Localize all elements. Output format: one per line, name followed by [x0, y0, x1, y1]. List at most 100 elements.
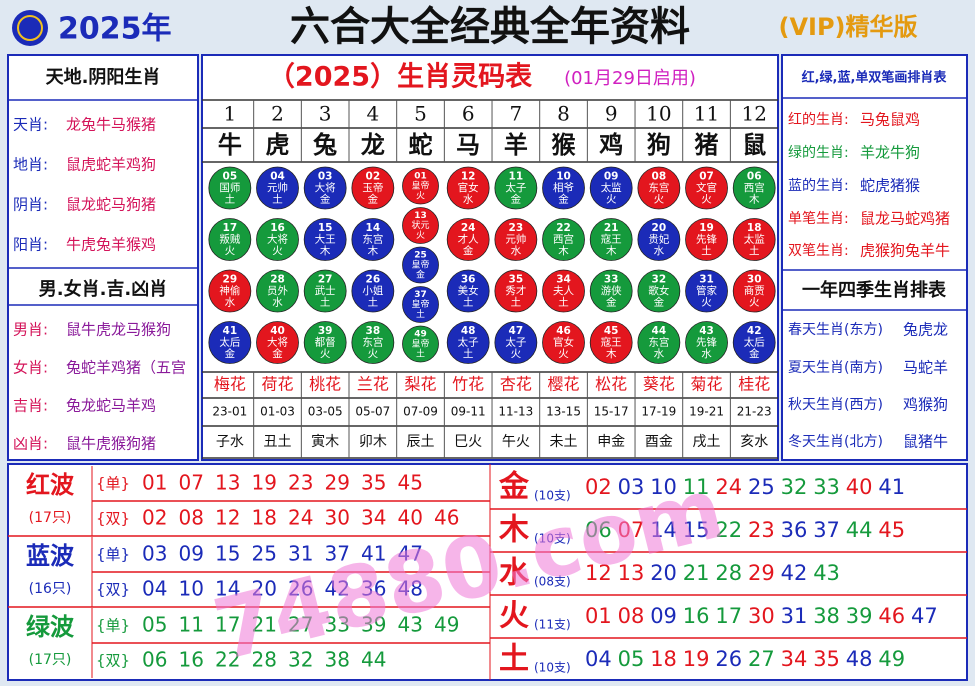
element-name: 土 — [499, 642, 529, 677]
ball — [494, 321, 538, 364]
row-value: 鼠牛虎龙马猴狗 — [66, 321, 171, 339]
element-number: 41 — [878, 475, 905, 499]
row-label: 阴肖: — [13, 196, 48, 214]
row-label: 春天生肖(东方) — [788, 322, 883, 338]
ball — [402, 246, 439, 284]
wave-number: 24 — [288, 506, 313, 530]
ball-number: 24 — [461, 222, 476, 234]
element-count: (10支) — [534, 661, 571, 675]
ball — [542, 218, 585, 261]
ball-name: 东宫 — [362, 233, 383, 246]
element-number: 36 — [781, 518, 808, 542]
element-number: 26 — [715, 647, 742, 671]
element-name: 金 — [498, 470, 530, 505]
ball-element: 木 — [749, 194, 760, 206]
wave-number: 07 — [179, 471, 204, 495]
ball-name: 东宫 — [648, 336, 669, 349]
wave-number: 48 — [398, 577, 423, 601]
element-number: 38 — [813, 604, 840, 628]
ball-element: 土 — [416, 308, 425, 320]
ball-number: 38 — [366, 325, 381, 337]
branch-element: 丑土 — [264, 434, 292, 450]
ball-element: 金 — [463, 244, 474, 257]
ball — [637, 321, 681, 364]
ball — [637, 269, 681, 313]
wave-number: 08 — [179, 506, 204, 530]
element-number: 28 — [715, 561, 742, 585]
ball-number: 27 — [318, 273, 333, 285]
element-number: 10 — [650, 475, 677, 499]
ball-element: 火 — [368, 348, 379, 360]
column-number: 4 — [366, 102, 379, 126]
element-number: 48 — [846, 647, 873, 671]
ball-number: 15 — [318, 222, 333, 234]
row-label: 地肖: — [13, 156, 48, 174]
zodiac: 牛 — [218, 131, 242, 159]
ball — [208, 269, 252, 313]
ball — [446, 321, 490, 364]
row-value: 鼠猪牛 — [903, 433, 948, 451]
wave-number: 16 — [179, 648, 204, 672]
ball-number: 08 — [652, 170, 667, 182]
ball-name: 武士 — [315, 284, 336, 297]
element-number: 14 — [650, 518, 677, 542]
column-number: 1 — [223, 102, 236, 126]
row-value: 兔虎龙 — [903, 321, 948, 339]
wave-number: 15 — [215, 542, 240, 566]
ball-element: 火 — [558, 348, 569, 360]
ball — [303, 269, 347, 313]
ball — [637, 218, 681, 261]
ball-name: 大王 — [315, 233, 336, 246]
row-value: 鸡猴狗 — [903, 396, 948, 414]
ball-element: 火 — [416, 230, 425, 241]
ball-number: 32 — [652, 273, 667, 285]
ball-element: 土 — [701, 244, 712, 257]
badge: (VIP)精华版 — [778, 13, 917, 41]
ball — [494, 218, 538, 261]
ball — [303, 321, 347, 364]
branch-element: 卯木 — [359, 434, 387, 450]
ball-name: 寇王 — [601, 336, 622, 349]
row-value: 鼠龙马蛇鸡猪 — [860, 210, 950, 228]
wave-name: 蓝波 — [26, 542, 75, 570]
ball-number: 48 — [461, 325, 476, 337]
ball-element: 水 — [225, 297, 236, 309]
element-number: 49 — [878, 647, 905, 671]
ball-name: 太子 — [505, 336, 526, 349]
ball-number: 40 — [270, 325, 285, 337]
ball — [446, 166, 490, 210]
ball — [351, 166, 395, 210]
wave-count: (17只) — [29, 510, 72, 526]
element-number: 34 — [781, 647, 808, 671]
ball-element: 金 — [511, 193, 522, 206]
section-title: 天地.阴阳生肖 — [46, 66, 161, 88]
hours: 05-07 — [355, 405, 390, 419]
ball — [303, 218, 347, 261]
element-number: 24 — [715, 475, 742, 499]
row-label: 女肖: — [13, 359, 48, 377]
ball-name: 文官 — [696, 181, 717, 194]
row-label: 红的生肖: — [788, 112, 849, 128]
row-value: 鼠虎蛇羊鸡狗 — [66, 156, 156, 174]
row-label: 凶肖: — [13, 435, 48, 453]
element-number: 13 — [618, 561, 645, 585]
ball-name: 先锋 — [696, 336, 717, 349]
wave-number: 20 — [252, 577, 277, 601]
ball-name: 都督 — [315, 336, 336, 349]
wave-number: 35 — [361, 471, 386, 495]
ball-number: 41 — [223, 325, 238, 337]
ball-number: 10 — [556, 170, 571, 182]
wave-number: 25 — [252, 542, 277, 566]
row-label: 蓝的生肖: — [788, 178, 849, 194]
ball-element: 土 — [272, 193, 283, 206]
ball-number: 35 — [509, 273, 524, 285]
hours: 07-09 — [403, 405, 438, 419]
ball-number: 47 — [509, 325, 524, 337]
wave-number: 18 — [252, 506, 277, 530]
ball-name: 太子 — [458, 336, 479, 349]
zodiac: 虎 — [266, 131, 290, 159]
ball-name: 国师 — [219, 181, 240, 194]
element-number: 01 — [585, 604, 612, 628]
wave-number: 31 — [288, 542, 313, 566]
ball-number: 02 — [366, 170, 381, 182]
